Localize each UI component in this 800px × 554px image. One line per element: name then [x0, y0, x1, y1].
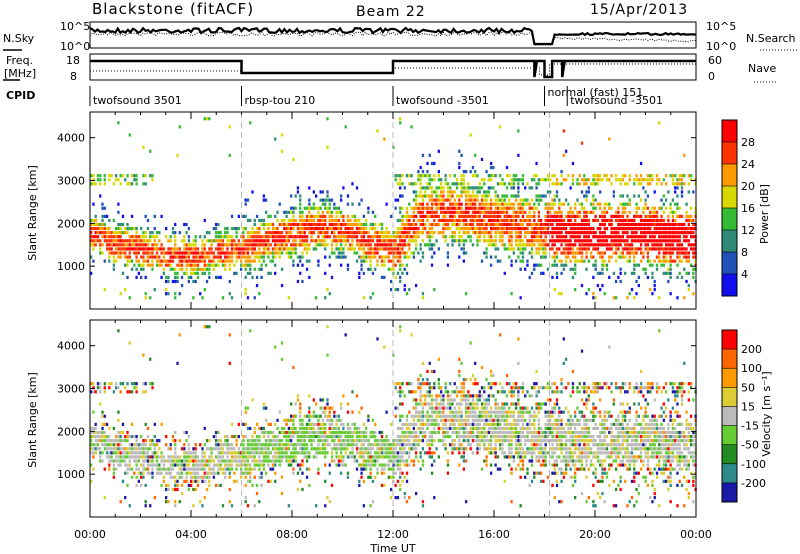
colorbar-tick-label: 24 [741, 158, 755, 171]
noise-left-tick-top: 10^5 [60, 20, 90, 33]
noise-search-label: N.Search [746, 32, 796, 45]
colorbar-swatch [722, 349, 737, 369]
colorbar-tick-label: 28 [741, 136, 755, 149]
colorbar-tick-label: -50 [741, 439, 759, 452]
y-tick-label: 2000 [57, 217, 85, 230]
cpid-segment-label: twofsound -3501 [396, 94, 489, 107]
colorbar-swatch [722, 274, 737, 296]
y-tick-label: 1000 [57, 468, 85, 481]
colorbar-tick-label: -15 [741, 420, 759, 433]
colorbar-swatch [722, 120, 737, 142]
frequency-trace [90, 59, 696, 79]
colorbar-tick-label: 8 [741, 246, 748, 259]
colorbar-tick-label: 15 [741, 400, 755, 413]
power-cells [90, 117, 697, 300]
power-panel: 1000 2000 3000 4000 Slant Range [km] [26, 111, 697, 310]
x-tick-label: 00:00 [74, 528, 106, 541]
nave-tick-top: 60 [708, 54, 722, 67]
nave-tick-bottom: 0 [708, 70, 715, 83]
noise-right-tick-top: 10^5 [706, 20, 736, 33]
y-tick-label: 3000 [57, 175, 85, 188]
colorbar-swatch [722, 406, 737, 426]
power-colorbar-label: Power [dB] [758, 184, 771, 244]
cpid-panel: CPID twofsound 3501 rbsp-tou 210 twofsound… [6, 86, 663, 107]
colorbar-swatch [722, 425, 737, 445]
cpid-segment-label: twofsound -3501 [570, 94, 663, 107]
colorbar-swatch [722, 330, 737, 350]
colorbar-swatch [722, 252, 737, 274]
colorbar-tick-label: 12 [741, 224, 755, 237]
noise-panel: N.Sky 10^5 10^0 10^5 10^0 N.Search [3, 20, 797, 53]
colorbar-swatch [722, 387, 737, 407]
y-tick-label: 1000 [57, 260, 85, 273]
cpid-segment-label: twofsound 3501 [93, 94, 182, 107]
y-tick-label: 4000 [57, 132, 85, 145]
colorbar-tick-label: 16 [741, 202, 755, 215]
frequency-panel: Freq. [MHz] 18 8 60 0 Nave [3, 53, 778, 83]
noise-sky-label: N.Sky [3, 32, 35, 45]
cpid-segment-label: normal (fast) 151 [548, 86, 644, 99]
colorbar-swatch [722, 186, 737, 208]
velocity-colorbar-label: Velocity [m s⁻¹] [760, 371, 773, 456]
noise-left-tick-bottom: 10^0 [60, 40, 90, 53]
station-title: Blackstone (fitACF) [92, 0, 254, 18]
colorbar-tick-label: 100 [741, 362, 762, 375]
noise-sky-trace [89, 26, 697, 46]
y-tick-label: 3000 [57, 383, 85, 396]
x-tick-label: 12:00 [377, 528, 409, 541]
x-tick-label: 00:00 [680, 528, 712, 541]
date-title: 15/Apr/2013 [590, 2, 688, 18]
noise-search-trace [89, 31, 697, 46]
colorbar-swatch [722, 463, 737, 483]
nave-label: Nave [748, 62, 776, 75]
colorbar-swatch [722, 142, 737, 164]
y-tick-label: 2000 [57, 425, 85, 438]
freq-unit-label: [MHz] [4, 67, 36, 80]
colorbar-swatch [722, 164, 737, 186]
colorbar-tick-label: 50 [741, 381, 755, 394]
velocity-colorbar: 200 100 50 15 -15 -50 -100 -200 [721, 329, 766, 503]
colorbar-swatch [722, 482, 737, 502]
cpid-segment-label: rbsp-tou 210 [245, 94, 316, 107]
colorbar-swatch [722, 230, 737, 252]
colorbar-swatch [722, 444, 737, 464]
x-tick-label: 16:00 [478, 528, 510, 541]
freq-tick-bottom: 8 [70, 70, 77, 83]
colorbar-swatch [722, 208, 737, 230]
time-axis-label: Time UT [369, 542, 415, 554]
colorbar-swatch [722, 368, 737, 388]
x-tick-label: 20:00 [579, 528, 611, 541]
power-colorbar: 4 8 12 16 20 24 28 [721, 119, 755, 297]
colorbar-tick-label: 4 [741, 268, 748, 281]
colorbar-tick-label: -100 [741, 458, 766, 471]
noise-right-tick-bottom: 10^0 [706, 40, 736, 53]
velocity-panel: 1000 2000 3000 4000 Slant Range [km] 00:00 0… [26, 319, 712, 554]
beam-title: Beam 22 [356, 4, 426, 20]
y-tick-label: 4000 [57, 340, 85, 353]
velocity-cells [90, 325, 697, 508]
power-ylabel: Slant Range [km] [26, 165, 39, 261]
freq-tick-top: 18 [66, 54, 80, 67]
colorbar-tick-label: 20 [741, 180, 755, 193]
x-tick-label: 08:00 [276, 528, 308, 541]
velocity-ylabel: Slant Range [km] [26, 372, 39, 468]
colorbar-tick-label: 200 [741, 343, 762, 356]
cpid-label: CPID [6, 89, 35, 102]
x-tick-label: 04:00 [175, 528, 207, 541]
freq-label: Freq. [6, 54, 33, 67]
colorbar-tick-label: -200 [741, 477, 766, 490]
